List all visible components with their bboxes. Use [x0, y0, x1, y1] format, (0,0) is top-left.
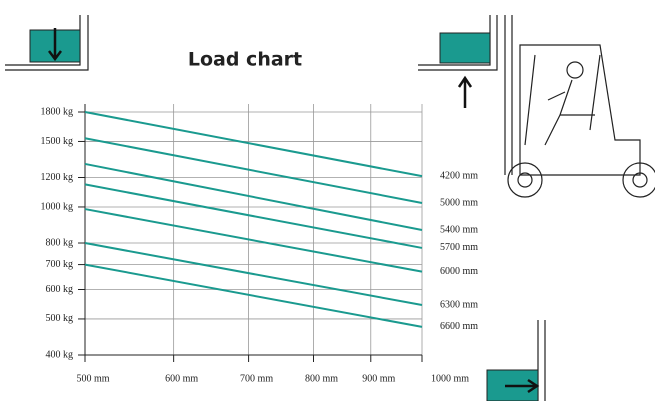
series-label: 4200 mm	[440, 170, 478, 181]
series-line	[84, 183, 423, 249]
x-tick-label: 700 mm	[240, 373, 273, 384]
x-tick-label: 900 mm	[362, 373, 395, 384]
y-tick-label: 700 kg	[46, 259, 74, 270]
x-tick-label: 800 mm	[305, 373, 338, 384]
series-line	[84, 208, 423, 273]
y-tick-label: 1500 kg	[41, 136, 74, 147]
chart-title: Load chart	[188, 49, 302, 71]
y-tick-label: 1800 kg	[41, 106, 74, 117]
decoration	[5, 15, 655, 401]
series-label: 5700 mm	[440, 242, 478, 253]
series-line	[84, 137, 423, 204]
series-label: 6000 mm	[440, 266, 478, 277]
series-line	[84, 162, 423, 232]
series-label: 5400 mm	[440, 224, 478, 235]
y-tick-label: 1200 kg	[41, 172, 74, 183]
y-tick-label: 400 kg	[46, 349, 74, 360]
series-label: 5000 mm	[440, 197, 478, 208]
series-line	[84, 242, 423, 307]
y-tick-label: 500 kg	[46, 313, 74, 324]
x-tick-label: 500 mm	[76, 373, 109, 384]
x-tick-label: 600 mm	[165, 373, 198, 384]
series-line	[84, 111, 423, 178]
x-tick-label: 1000 mm	[431, 373, 469, 384]
series-label: 6600 mm	[440, 321, 478, 332]
y-tick-label: 600 kg	[46, 284, 74, 295]
series-label: 6300 mm	[440, 299, 478, 310]
y-tick-label: 800 kg	[46, 237, 74, 248]
series-line	[84, 263, 423, 328]
y-tick-label: 1000 kg	[41, 201, 74, 212]
